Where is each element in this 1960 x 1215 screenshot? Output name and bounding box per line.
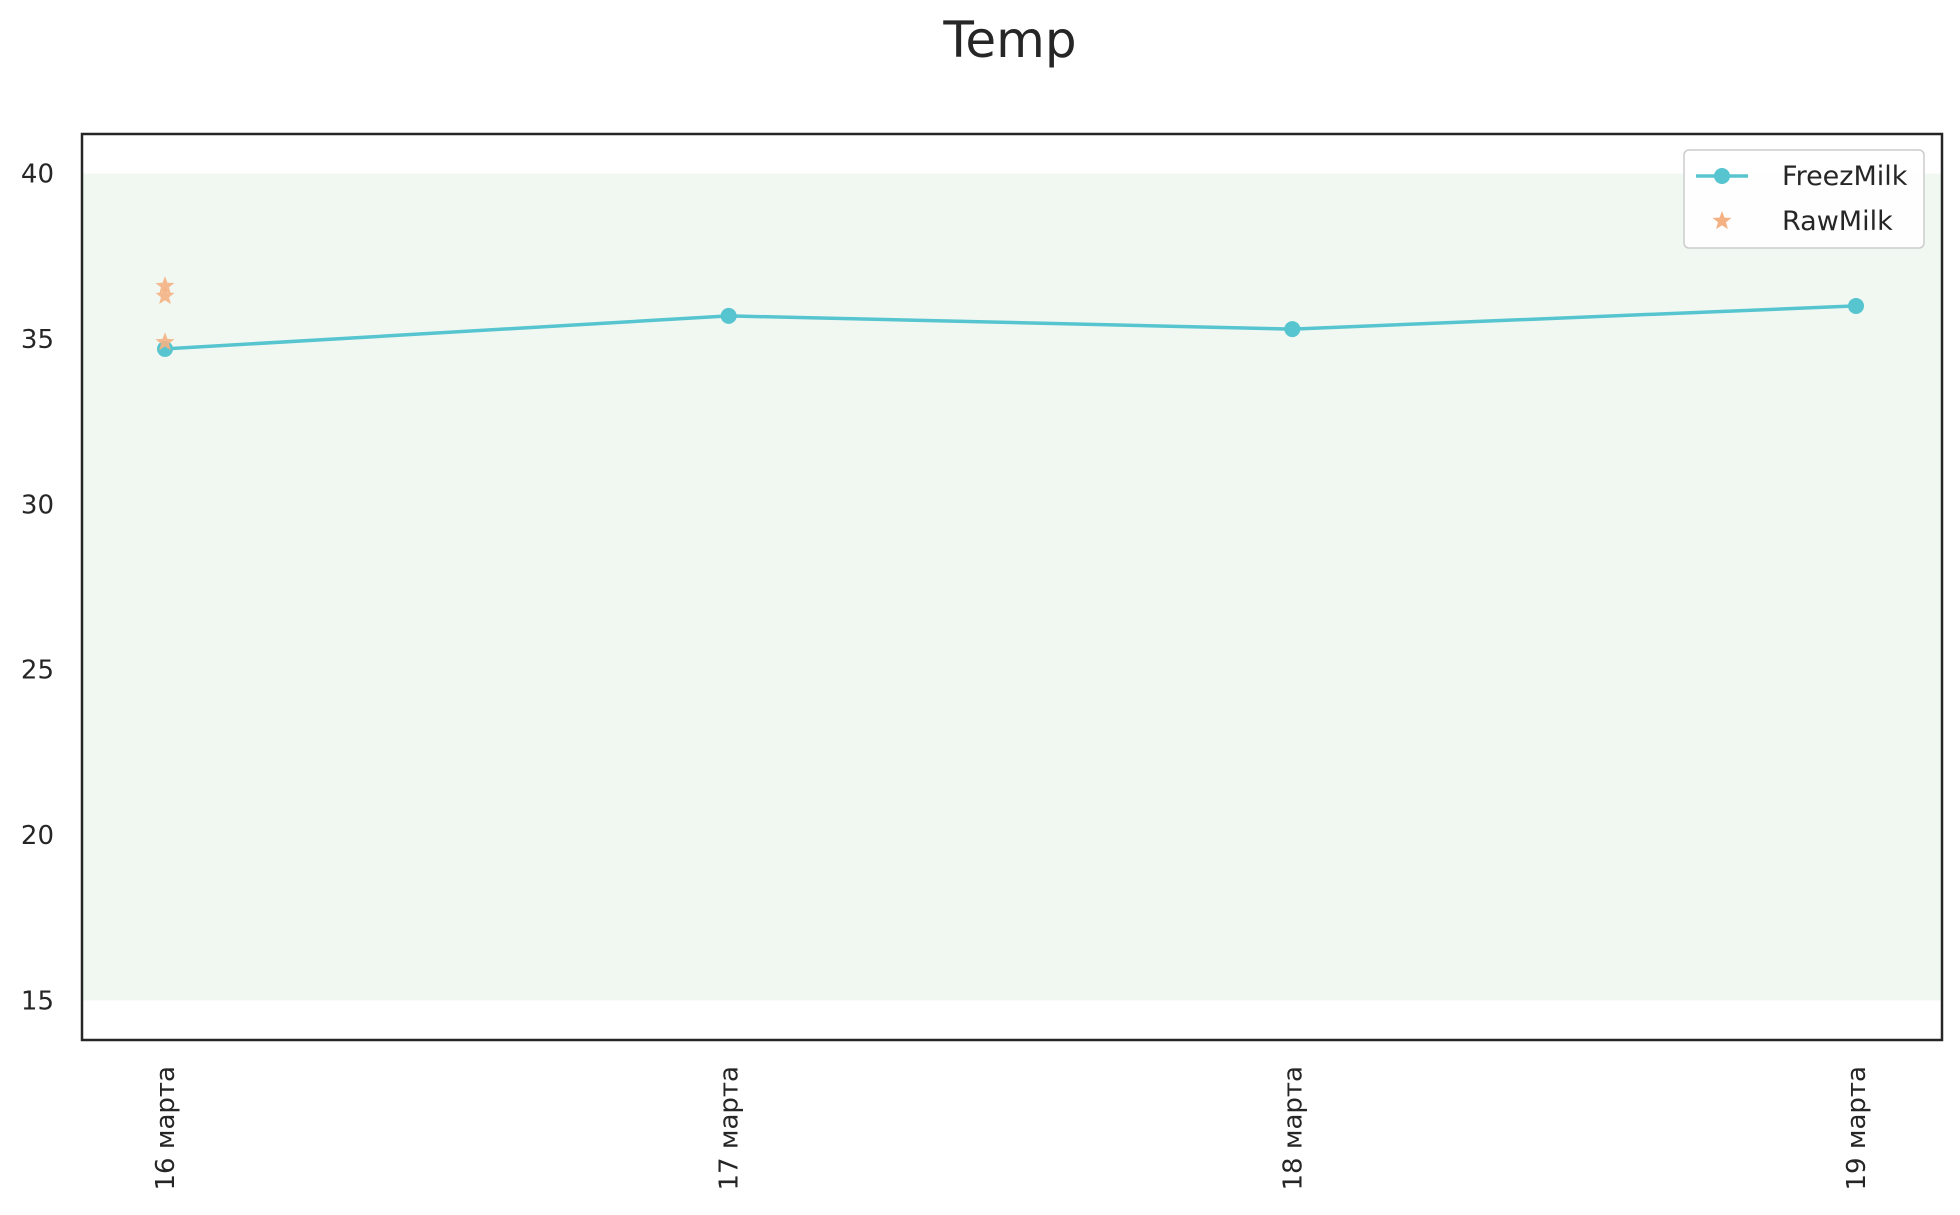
freezmilk-point	[1848, 297, 1864, 314]
plot-series	[155, 276, 1864, 357]
y-tick-label: 30	[21, 490, 54, 520]
freezmilk-line	[164, 304, 1857, 351]
y-axis-ticks: 15 20 25 30 35 40	[21, 160, 54, 1017]
y-tick-label: 20	[21, 821, 54, 851]
legend-label: FreezMilk	[1782, 161, 1908, 192]
x-tick-label: 18 марта	[1278, 1066, 1308, 1190]
y-tick-label: 40	[21, 160, 54, 190]
plot-frame	[80, 132, 1944, 1042]
rawmilk-point	[155, 332, 175, 351]
y-tick-label: 25	[21, 656, 54, 686]
freezmilk-point	[1284, 321, 1301, 338]
freezmilk-point	[720, 307, 737, 324]
x-tick-label: 19 марта	[1842, 1066, 1872, 1190]
acceptable-range-band	[83, 173, 1941, 1001]
legend-label: RawMilk	[1782, 206, 1893, 237]
x-tick-label: 17 марта	[715, 1066, 745, 1190]
y-tick-label: 35	[21, 325, 54, 355]
y-tick-label: 15	[21, 986, 54, 1016]
rawmilk-point	[155, 286, 175, 305]
legend: FreezMilk RawMilk	[1683, 149, 1925, 249]
rawmilk-point	[155, 276, 175, 295]
x-tick-label: 16 марта	[151, 1066, 181, 1190]
x-axis-ticks: 16 марта 17 марта 18 марта 19 марта	[151, 1066, 1872, 1190]
legend-marker-swatch	[1714, 168, 1730, 184]
chart-title: Temp	[942, 11, 1076, 69]
legend-star-swatch	[1712, 211, 1732, 230]
